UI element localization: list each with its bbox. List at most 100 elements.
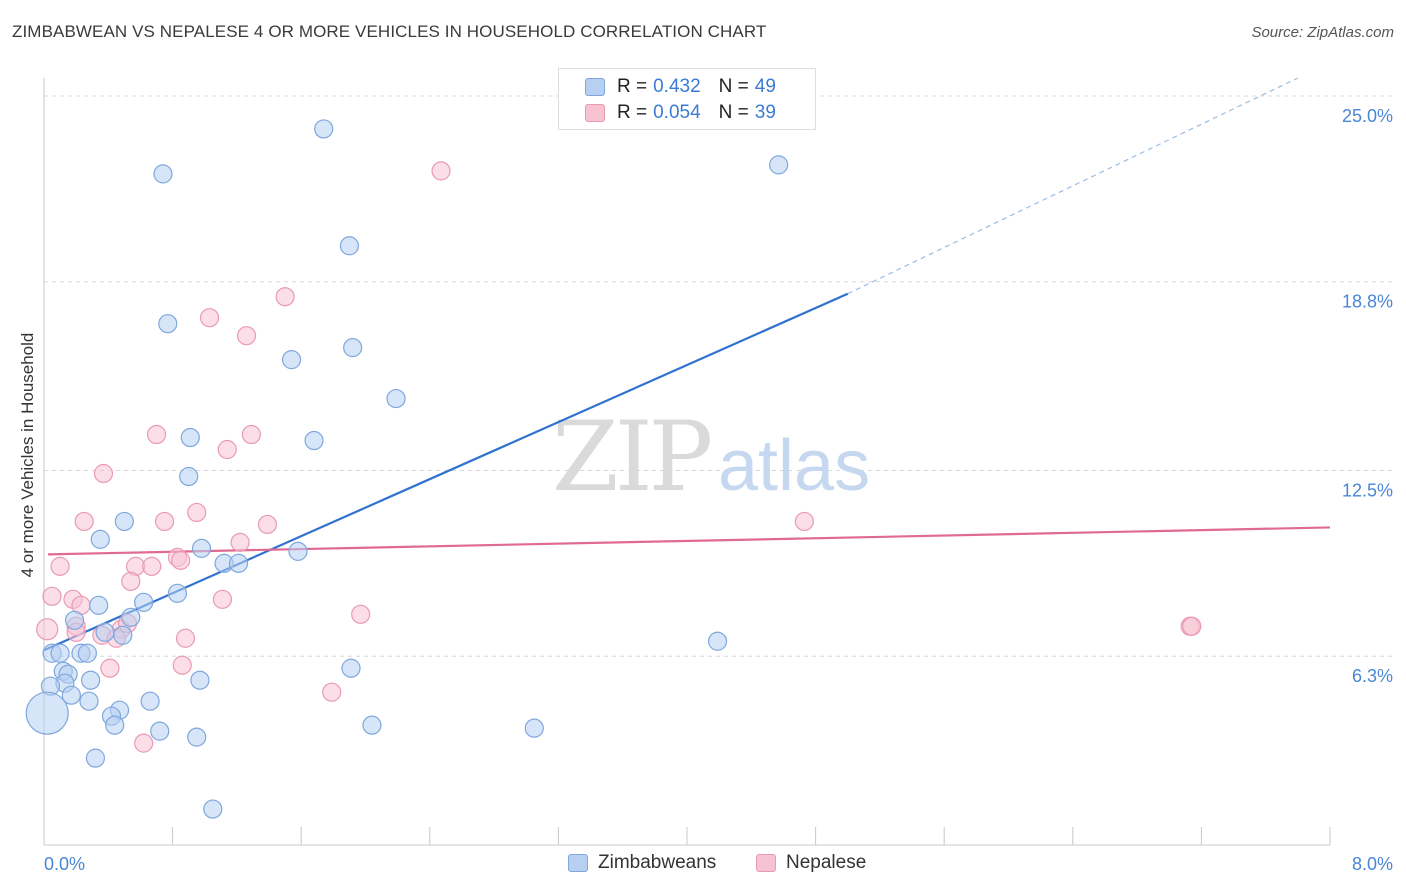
y-tick-label: 12.5% (1342, 480, 1393, 500)
zimbabweans-point[interactable] (362, 715, 382, 735)
zimbabweans-point[interactable] (339, 236, 360, 256)
watermark-zip: ZIP (552, 401, 711, 513)
legend-row-nepalese: R = 0.054 N = 39 (585, 101, 776, 125)
blue-swatch (568, 854, 588, 872)
legend-row-zimbabweans: R = 0.432 N = 49 (585, 75, 776, 99)
zimbabweans-point[interactable] (167, 583, 188, 603)
nepalese-point[interactable] (93, 463, 114, 484)
nepalese-point[interactable] (241, 424, 261, 445)
zimbabweans-point[interactable] (121, 607, 141, 627)
nepalese-point[interactable] (36, 618, 59, 641)
nepalese-point[interactable] (100, 658, 120, 678)
zimbabweans-point[interactable] (524, 718, 544, 738)
x-tick-label: 0.0% (44, 854, 85, 874)
zimbabweans-point[interactable] (179, 466, 199, 487)
tick-label-layer: 6.3% 12.5% 18.8% 25.0% 0.0% 8.0% (44, 106, 1393, 874)
nepalese-point[interactable] (50, 556, 70, 576)
zimbabweans-point[interactable] (113, 625, 133, 645)
nepalese-point[interactable] (217, 439, 237, 460)
legend-r-label: R = (617, 102, 648, 123)
series-legend: Zimbabweans Nepalese (0, 852, 1406, 878)
nepalese-point[interactable] (121, 571, 141, 591)
nepalese-point[interactable] (199, 308, 220, 328)
nepalese-point[interactable] (230, 532, 250, 552)
zimbabweans-point[interactable] (105, 715, 125, 735)
zimbabweans-point[interactable] (90, 529, 110, 549)
zimbabweans-point[interactable] (180, 427, 200, 448)
nepalese-point[interactable] (351, 604, 371, 624)
zimbabweans-point[interactable] (769, 155, 789, 175)
chart-source: Source: ZipAtlas.com (1251, 24, 1394, 41)
zimbabweans-point[interactable] (153, 164, 173, 184)
zimbabweans-point[interactable] (150, 721, 170, 741)
nepalese-trend-line (47, 526, 1331, 556)
correlation-legend: R = 0.432 N = 49 R = 0.054 N = 39 (558, 68, 816, 130)
nepalese-point[interactable] (171, 550, 191, 570)
nepalese-point[interactable] (794, 511, 814, 532)
zimbabweans-point[interactable] (187, 727, 207, 747)
legend-n-label: N = (718, 102, 749, 123)
legend-n-value: 49 (754, 76, 776, 97)
zimbabweans-point[interactable] (341, 658, 361, 678)
zimbabweans-point[interactable] (64, 610, 85, 630)
legend-item-zimbabweans[interactable]: Zimbabweans (568, 852, 716, 874)
nepalese-point[interactable] (146, 424, 167, 445)
nepalese-point[interactable] (175, 628, 196, 648)
zimbabweans-point[interactable] (25, 691, 69, 735)
zimbabweans-point[interactable] (304, 430, 324, 451)
zimbabweans-point[interactable] (140, 691, 160, 711)
zimbabweans-point[interactable] (314, 119, 334, 139)
nepalese-point[interactable] (172, 655, 192, 675)
nepalese-point[interactable] (42, 586, 62, 606)
pink-swatch (756, 854, 776, 872)
zimbabweans-point[interactable] (85, 748, 106, 768)
nepalese-point[interactable] (322, 682, 342, 702)
pink-swatch (585, 104, 605, 122)
nepalese-point[interactable] (236, 326, 257, 346)
zimbabweans-point[interactable] (79, 691, 99, 711)
grid-layer (43, 95, 1392, 845)
legend-label: Zimbabweans (598, 852, 717, 873)
zimbabweans-point[interactable] (190, 670, 210, 690)
zimbabweans-point[interactable] (203, 799, 223, 819)
watermark: ZIP atlas (552, 401, 870, 513)
zimbabweans-point[interactable] (114, 511, 134, 532)
y-tick-label: 25.0% (1342, 106, 1393, 126)
zimbabweans-point[interactable] (134, 592, 154, 612)
nepalese-point[interactable] (257, 514, 278, 535)
watermark-atlas: atlas (718, 426, 870, 506)
y-tick-label: 18.8% (1342, 292, 1393, 312)
nepalese-point[interactable] (187, 502, 207, 523)
chart-title: ZIMBABWEAN VS NEPALESE 4 OR MORE VEHICLE… (12, 22, 767, 41)
zimbabweans-point[interactable] (281, 350, 302, 370)
y-axis-label: 4 or more Vehicles in Household (18, 333, 37, 578)
zimbabweans-point[interactable] (228, 553, 249, 573)
nepalese-point[interactable] (134, 733, 154, 753)
y-tick-label: 6.3% (1352, 666, 1393, 686)
zimbabweans-point[interactable] (386, 388, 406, 409)
nepalese-point[interactable] (142, 556, 162, 576)
nepalese-point[interactable] (212, 589, 233, 609)
nepalese-point[interactable] (1182, 616, 1202, 636)
nepalese-point[interactable] (154, 511, 175, 532)
zimbabweans-point[interactable] (158, 314, 178, 334)
zimbabweans-point[interactable] (89, 595, 109, 615)
zimbabweans-point[interactable] (95, 622, 115, 642)
nepalese-point[interactable] (74, 511, 94, 532)
zimbabweans-point[interactable] (343, 338, 363, 358)
nepalese-point[interactable] (431, 161, 451, 181)
zimbabweans-point[interactable] (61, 685, 81, 705)
legend-r-value: 0.054 (653, 102, 701, 123)
legend-n-label: N = (718, 76, 749, 97)
legend-n-value: 39 (754, 102, 776, 123)
zimbabweans-point[interactable] (81, 670, 101, 690)
zimbabweans-point[interactable] (288, 541, 308, 561)
legend-item-nepalese[interactable]: Nepalese (756, 852, 866, 874)
zimbabweans-point[interactable] (191, 538, 212, 558)
x-tick-label: 8.0% (1352, 854, 1393, 874)
zimbabweans-point[interactable] (707, 631, 728, 651)
zimbabweans-point[interactable] (50, 643, 70, 663)
nepalese-point[interactable] (275, 287, 295, 307)
zimbabweans-point[interactable] (77, 643, 98, 663)
